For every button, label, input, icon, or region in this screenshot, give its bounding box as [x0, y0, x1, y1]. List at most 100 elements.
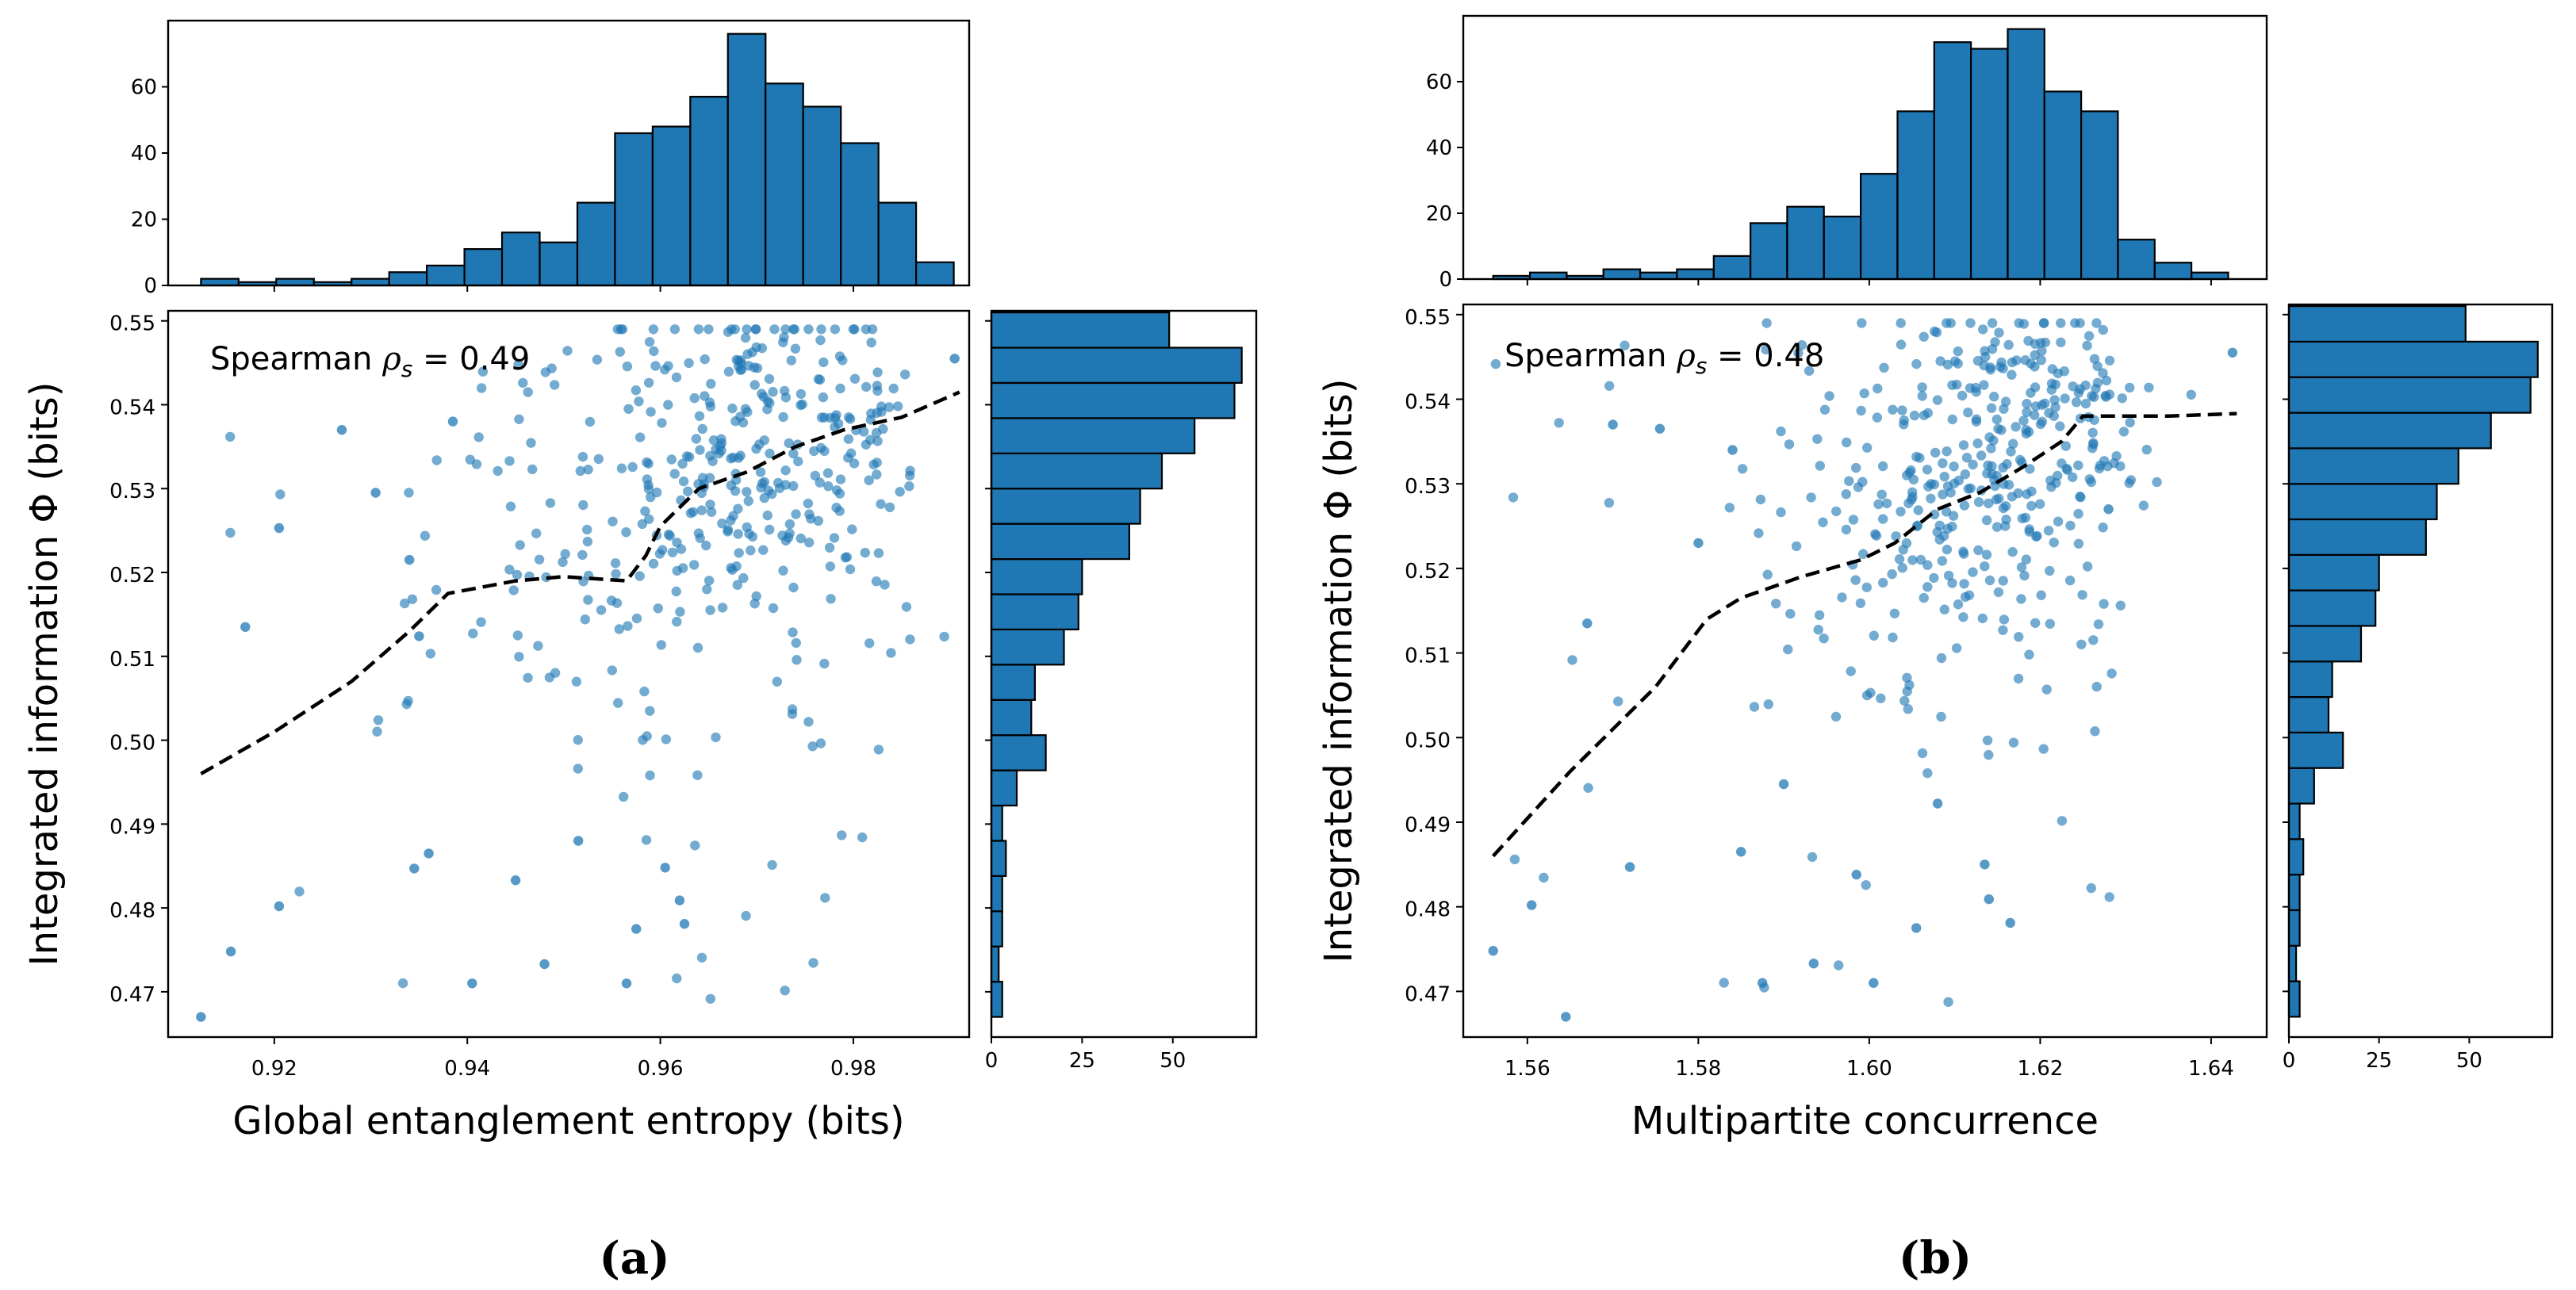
scatter-point [1968, 459, 1978, 470]
scatter-point [1814, 610, 1825, 621]
scatter-point [1879, 362, 1889, 373]
scatter-point [2098, 324, 2108, 335]
scatter-point [2138, 500, 2149, 511]
scatter-point [2095, 460, 2106, 471]
scatter-point [1755, 494, 1766, 505]
x-tick-label: 1.64 [2188, 1057, 2234, 1081]
scatter-point [728, 511, 738, 521]
scatter-point [1899, 695, 1910, 706]
scatter-point [646, 407, 656, 417]
top-hist-bar [914, 261, 955, 287]
scatter-point [876, 407, 887, 417]
scatter-point [788, 582, 799, 593]
right-hist-bar [2287, 731, 2344, 769]
scatter-point [275, 489, 286, 500]
scatter-point [583, 465, 593, 475]
scatter-point [2049, 538, 2059, 548]
scatter-point [1804, 366, 1815, 376]
right-hist-bar [990, 734, 1047, 771]
scatter-point [1830, 711, 1842, 722]
scatter-point [2088, 439, 2099, 450]
scatter-point [1968, 567, 1978, 577]
scatter-point [1815, 461, 1825, 471]
scatter-point [1889, 608, 1900, 618]
scatter-point [705, 605, 715, 615]
scatter-point [1979, 380, 1989, 390]
top-hist-bar [1970, 48, 2009, 281]
scatter-point [2068, 381, 2078, 392]
scatter-point [2099, 599, 2109, 609]
scatter-point [1991, 494, 2002, 505]
scatter-point [1963, 408, 1973, 418]
scatter-point [1984, 749, 1994, 760]
scatter-point [447, 416, 458, 427]
scatter-point [861, 439, 872, 450]
scatter-point [1989, 392, 1999, 402]
right-histogram-frame [2287, 303, 2554, 1039]
scatter-point [2103, 504, 2114, 515]
scatter-point [1613, 696, 1623, 706]
scatter-point [1791, 541, 1802, 552]
scatter-point [888, 383, 899, 394]
scatter-point [1929, 572, 1939, 584]
scatter-point [2022, 407, 2032, 418]
scatter-point [577, 451, 588, 462]
scatter-point [788, 448, 799, 459]
top-hist-y-tick-label: 60 [1426, 71, 1452, 94]
scatter-point [704, 473, 715, 483]
scatter-point [1959, 500, 1970, 511]
x-tick-label: 1.62 [2017, 1057, 2063, 1081]
scatter-point [1947, 578, 1957, 588]
scatter-point [639, 686, 650, 697]
scatter-point [240, 622, 251, 632]
scatter-point [523, 672, 533, 683]
scatter-point [614, 624, 624, 634]
right-hist-bar [2287, 411, 2492, 450]
scatter-point [1898, 545, 1908, 555]
scatter-point [690, 840, 700, 851]
right-hist-bar [990, 769, 1018, 807]
scatter-point [809, 446, 819, 457]
scatter-point [872, 385, 883, 396]
top-hist-bar [2117, 239, 2156, 281]
scatter-point [772, 676, 782, 687]
top-hist-y-tick-label: 60 [131, 76, 157, 100]
y-tick-label: 0.50 [109, 732, 155, 756]
scatter-point [1539, 872, 1549, 883]
y-tick-label: 0.49 [109, 815, 155, 839]
scatter-point [1930, 509, 1940, 520]
scatter-point [1508, 492, 1519, 503]
scatter-point [2046, 378, 2057, 389]
scatter-point [864, 475, 874, 485]
scatter-point [1862, 442, 1873, 453]
scatter-point [1915, 453, 1925, 463]
scatter-point [1808, 959, 1819, 969]
scatter-point [1986, 403, 1997, 413]
scatter-point [768, 603, 779, 614]
scatter-point [2073, 538, 2084, 549]
scatter-point [736, 365, 746, 375]
scatter-point [372, 726, 382, 737]
panel-caption: (b) [1899, 1232, 1972, 1284]
scatter-point [742, 349, 753, 359]
scatter-point [824, 542, 835, 553]
scatter-point [746, 545, 756, 556]
scatter-point [2047, 364, 2057, 374]
scatter-point [705, 500, 715, 510]
scatter-point [2030, 401, 2041, 411]
scatter-point [834, 506, 845, 516]
scatter-point [1858, 549, 1869, 559]
scatter-point [641, 835, 652, 845]
scatter-point [1861, 582, 1872, 592]
scatter-point [1896, 318, 1906, 328]
scatter-point [711, 732, 721, 743]
scatter-point [2005, 917, 2015, 928]
scatter-point [2073, 460, 2083, 471]
scatter-point [414, 631, 424, 641]
scatter-point [845, 414, 856, 424]
scatter-point [1953, 346, 1963, 357]
scatter-point [679, 919, 690, 929]
scatter-point [1654, 423, 1666, 434]
scatter-point [294, 886, 305, 897]
scatter-point [1813, 625, 1823, 635]
